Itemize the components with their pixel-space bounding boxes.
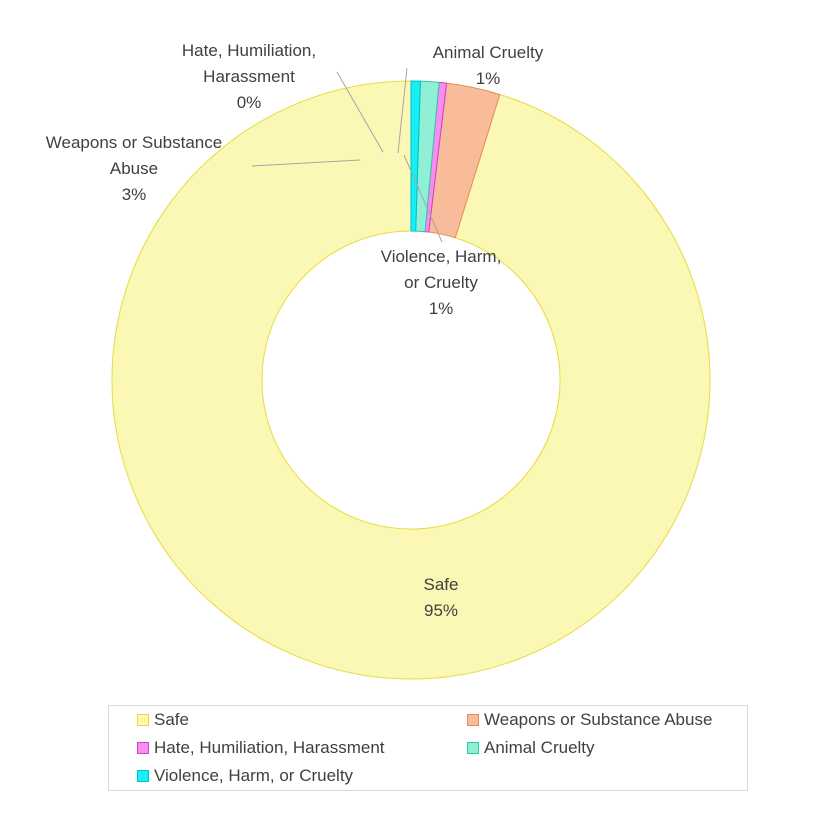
- data-label-safe: Safe 95%: [424, 575, 459, 620]
- leader-line-hate: [336, 71, 384, 153]
- data-label-line: 1%: [476, 69, 501, 88]
- data-label-weapons: Weapons or Substance Abuse 3%: [46, 133, 222, 204]
- legend-label-weapons: Weapons or Substance Abuse: [484, 710, 713, 729]
- data-label-line: 3%: [122, 185, 147, 204]
- data-label-line: 0%: [237, 93, 262, 112]
- legend-swatch-hate: [137, 742, 149, 754]
- legend-item-hate: Hate, Humiliation, Harassment: [137, 738, 385, 758]
- leader-line-animal: [397, 67, 408, 154]
- legend-item-violence: Violence, Harm, or Cruelty: [137, 766, 353, 786]
- data-label-violence: Violence, Harm, or Cruelty 1%: [381, 247, 502, 318]
- legend-swatch-weapons: [467, 714, 479, 726]
- legend-swatch-safe: [137, 714, 149, 726]
- data-label-line: Animal Cruelty: [433, 43, 544, 62]
- data-label-line: Violence, Harm,: [381, 247, 502, 266]
- legend: Safe Weapons or Substance Abuse Hate, Hu…: [108, 705, 748, 791]
- data-label-animal: Animal Cruelty 1%: [433, 43, 544, 88]
- leader-line-violence: [403, 154, 443, 243]
- data-label-line: Safe: [424, 575, 459, 594]
- data-label-line: Weapons or Substance: [46, 133, 222, 152]
- data-label-line: Hate, Humiliation,: [182, 41, 316, 60]
- leader-lines: [251, 67, 443, 243]
- data-label-line: Harassment: [203, 67, 295, 86]
- donut-slices: [111, 80, 711, 680]
- legend-label-animal: Animal Cruelty: [484, 738, 595, 757]
- data-label-line: 1%: [429, 299, 454, 318]
- legend-label-safe: Safe: [154, 710, 189, 729]
- data-label-line: 95%: [424, 601, 458, 620]
- slice-safe: [111, 80, 711, 680]
- data-labels: Safe 95% Weapons or Substance Abuse 3% Hate, …: [46, 41, 544, 620]
- legend-label-violence: Violence, Harm, or Cruelty: [154, 766, 354, 785]
- legend-swatch-animal: [467, 742, 479, 754]
- data-label-line: or Cruelty: [404, 273, 478, 292]
- legend-label-hate: Hate, Humiliation, Harassment: [154, 738, 385, 757]
- legend-item-animal: Animal Cruelty: [467, 738, 595, 758]
- data-label-hate: Hate, Humiliation, Harassment 0%: [182, 41, 316, 112]
- data-label-line: Abuse: [110, 159, 158, 178]
- legend-swatch-violence: [137, 770, 149, 782]
- slice-violence: [410, 80, 421, 232]
- legend-item-weapons: Weapons or Substance Abuse: [467, 710, 712, 730]
- legend-item-safe: Safe: [137, 710, 189, 730]
- leader-line-weapons: [251, 159, 361, 167]
